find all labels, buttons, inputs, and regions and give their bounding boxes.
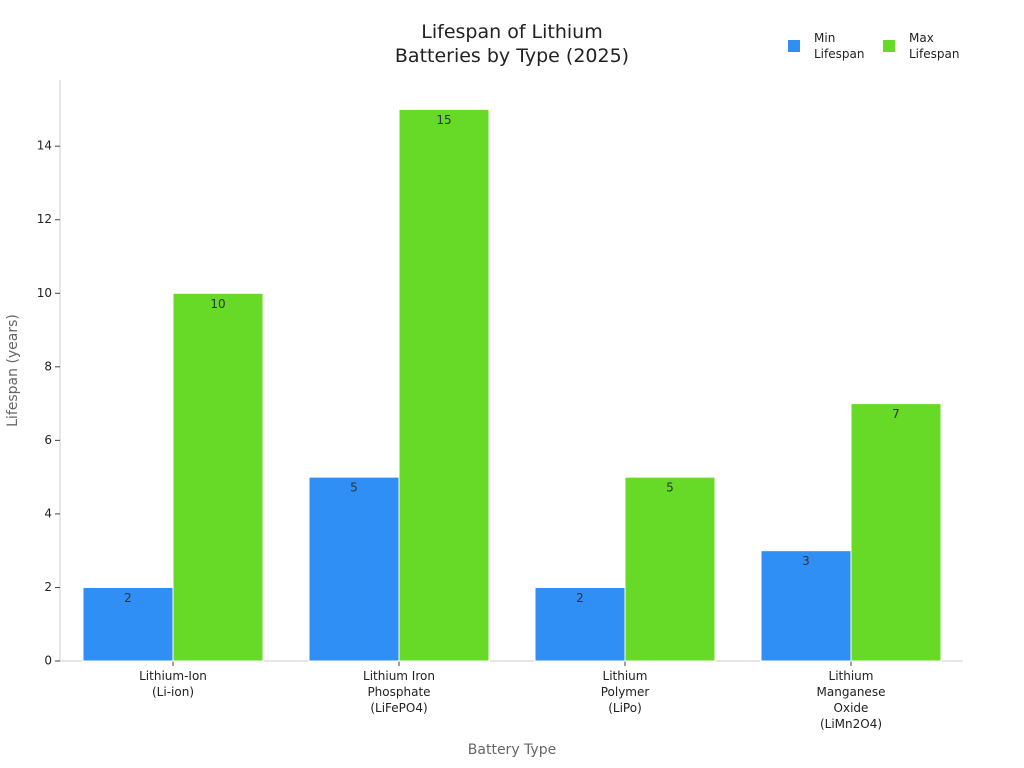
y-tick-label: 14 [37, 139, 52, 153]
y-tick-label: 6 [44, 433, 52, 447]
value-label: 5 [666, 481, 674, 495]
legend-label: Min Lifespan [814, 31, 865, 61]
y-tick-label: 12 [37, 212, 52, 226]
bar [398, 108, 490, 662]
y-tick-label: 2 [44, 580, 52, 594]
value-label: 2 [124, 591, 132, 605]
value-label: 10 [210, 297, 225, 311]
chart-title: Lifespan of Lithium Batteries by Type (2… [394, 21, 630, 67]
x-tick-label: Lithium Iron Phosphate (LiFePO4) [363, 669, 435, 715]
value-label: 3 [802, 554, 810, 568]
bar [172, 292, 264, 662]
x-axis-label: Battery Type [467, 742, 557, 758]
value-label: 5 [350, 481, 358, 495]
value-label: 2 [576, 591, 584, 605]
y-axis-label: Lifespan (years) [5, 314, 21, 427]
bar [850, 403, 942, 662]
y-tick-label: 4 [44, 506, 52, 520]
legend-label: Max Lifespan [909, 31, 960, 61]
legend-swatch [788, 40, 800, 52]
legend-swatch [883, 40, 895, 52]
bar [624, 476, 716, 662]
bar [534, 586, 626, 662]
value-label: 7 [892, 407, 900, 421]
x-tick-label: Lithium-Ion (Li-ion) [139, 669, 207, 699]
y-tick-label: 8 [44, 359, 52, 373]
y-tick-label: 0 [44, 654, 52, 668]
bar [308, 476, 400, 662]
bar [760, 550, 852, 662]
y-tick-label: 10 [37, 286, 52, 300]
value-label: 15 [436, 113, 451, 127]
bar [82, 586, 174, 662]
x-tick-label: Lithium Polymer (LiPo) [600, 669, 650, 715]
x-tick-label: Lithium Manganese Oxide (LiMn2O4) [816, 669, 886, 731]
